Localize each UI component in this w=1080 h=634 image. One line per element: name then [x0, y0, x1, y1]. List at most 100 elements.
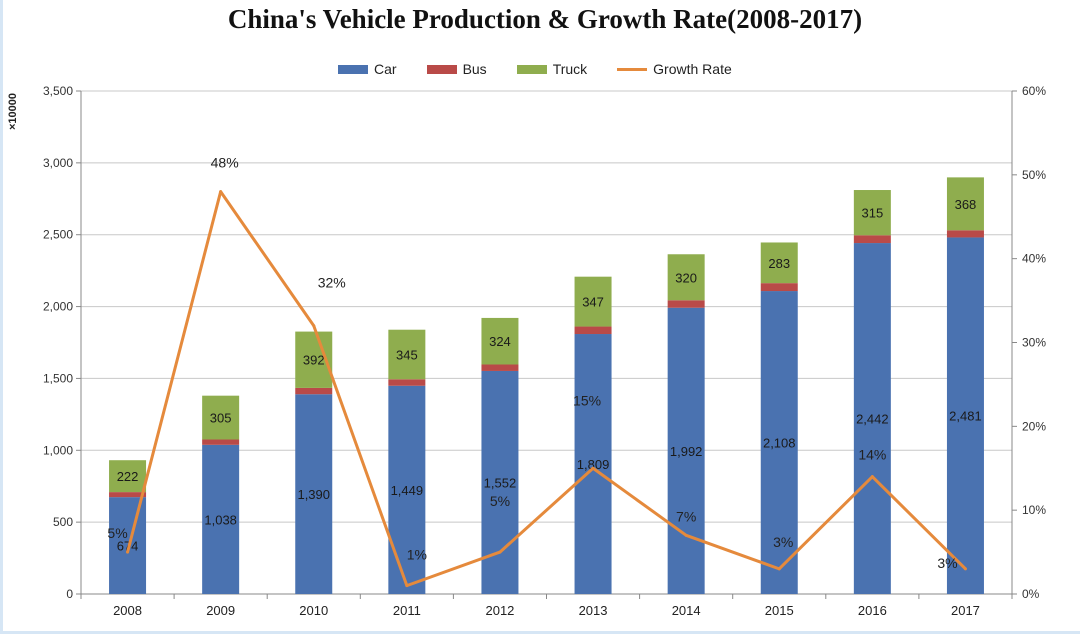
bar-label-truck: 347 — [582, 295, 604, 310]
bar-truck — [760, 242, 798, 284]
growth-rate-label: 15% — [573, 392, 601, 408]
x-tick-label: 2014 — [672, 603, 701, 618]
bar-bus — [388, 379, 426, 386]
y2-tick-label: 0% — [1022, 587, 1040, 601]
bar-label-car: 1,992 — [670, 444, 703, 459]
y-tick-label: 0 — [66, 587, 73, 601]
bar-truck — [481, 317, 519, 365]
legend-label-bus: Bus — [462, 61, 487, 77]
y2-tick-label: 50% — [1022, 168, 1046, 182]
growth-rate-label: 1% — [407, 547, 427, 563]
growth-rate-line — [126, 190, 967, 588]
bar-label-truck: 368 — [955, 197, 977, 212]
chart-legend: Car Bus Truck Growth Rate — [338, 59, 732, 79]
y-tick-label: 3,500 — [43, 84, 73, 98]
legend-swatch-bus — [426, 64, 457, 74]
bar-label-truck: 315 — [861, 206, 883, 221]
growth-rate-point — [870, 475, 874, 479]
legend-item-truck: Truck — [516, 61, 588, 77]
y2-tick-label: 40% — [1022, 252, 1046, 266]
growth-rate-point — [405, 584, 409, 588]
bar-car — [388, 385, 426, 594]
bar-label-car: 1,552 — [484, 475, 517, 490]
legend-label-growth-rate: Growth Rate — [653, 61, 732, 77]
legend-item-car: Car — [338, 61, 397, 77]
x-tick-label: 2017 — [951, 603, 980, 618]
bar-label-car: 2,442 — [856, 412, 889, 427]
bar-car — [202, 444, 240, 594]
bar-label-car: 1,449 — [391, 483, 424, 498]
x-tick-label: 2011 — [393, 603, 421, 618]
bar-label-car: 1,390 — [297, 487, 330, 502]
growth-rate-point — [126, 550, 130, 554]
bar-label-truck: 345 — [396, 348, 418, 363]
bar-car — [853, 243, 891, 594]
growth-rate-label: 7% — [676, 508, 696, 524]
y2-tick-label: 20% — [1022, 419, 1046, 433]
bar-truck — [202, 395, 240, 440]
y2-tick-label: 10% — [1022, 503, 1046, 517]
bar-car — [109, 497, 147, 594]
y2-tick-label: 60% — [1022, 84, 1046, 98]
x-tick-label: 2016 — [858, 603, 887, 618]
legend-swatch-growth-rate — [617, 67, 648, 71]
growth-rate-point — [498, 550, 502, 554]
bar-bus — [667, 300, 705, 308]
growth-rate-label: 14% — [858, 447, 886, 463]
growth-rate-point — [777, 567, 781, 571]
growth-rate-label: 32% — [318, 275, 346, 291]
bar-label-car: 2,481 — [949, 409, 982, 424]
bar-bus — [574, 326, 612, 335]
bar-truck — [109, 460, 147, 493]
bar-truck — [853, 190, 891, 236]
bar-label-car: 2,108 — [763, 436, 796, 451]
x-tick-label: 2010 — [299, 603, 328, 618]
bar-label-car: 1,809 — [577, 457, 610, 472]
bar-label-truck: 324 — [489, 334, 511, 349]
chart-title: China's Vehicle Production & Growth Rate… — [227, 4, 863, 34]
y-tick-label: 1,000 — [43, 443, 73, 457]
bar-label-car: 1,038 — [204, 512, 237, 527]
bar-truck — [388, 329, 426, 380]
growth-rate-label: 5% — [490, 493, 510, 509]
growth-rate-label: 48% — [211, 155, 239, 171]
growth-rate-point — [963, 567, 967, 571]
legend-item-bus: Bus — [426, 61, 487, 77]
y-tick-label: 1,500 — [43, 371, 73, 385]
bar-label-truck: 305 — [210, 411, 232, 426]
bar-car — [295, 394, 333, 594]
bar-bus — [946, 230, 984, 238]
growth-rate-label: 3% — [773, 534, 793, 550]
y-tick-label: 500 — [53, 515, 73, 529]
legend-label-truck: Truck — [552, 61, 588, 77]
x-tick-label: 2012 — [485, 603, 514, 618]
legend-swatch-car — [338, 64, 368, 74]
y2-tick-label: 30% — [1022, 336, 1046, 350]
bar-truck — [574, 276, 612, 327]
y-tick-label: 2,500 — [43, 228, 73, 242]
growth-rate-label: 3% — [937, 555, 957, 571]
x-tick-label: 2013 — [579, 603, 608, 618]
y-tick-label: 3,000 — [43, 156, 73, 170]
legend-swatch-truck — [516, 64, 547, 74]
bar-bus — [109, 492, 147, 498]
x-tick-label: 2009 — [206, 603, 235, 618]
bar-label-truck: 283 — [768, 256, 790, 271]
bar-truck — [667, 254, 705, 301]
bar-bus — [295, 387, 333, 395]
growth-rate-point — [219, 190, 223, 194]
legend-item-growth-rate: Growth Rate — [617, 61, 732, 77]
bar-label-car: 674 — [117, 539, 139, 554]
bar-bus — [202, 439, 240, 445]
growth-rate-point — [312, 324, 316, 328]
bar-car — [667, 307, 705, 594]
bar-truck — [946, 177, 984, 231]
bar-bus — [760, 283, 798, 292]
x-tick-label: 2015 — [765, 603, 794, 618]
bar-label-truck: 320 — [675, 270, 697, 285]
bar-bus — [481, 364, 519, 371]
growth-rate-point — [684, 533, 688, 537]
bar-bus — [853, 235, 891, 244]
